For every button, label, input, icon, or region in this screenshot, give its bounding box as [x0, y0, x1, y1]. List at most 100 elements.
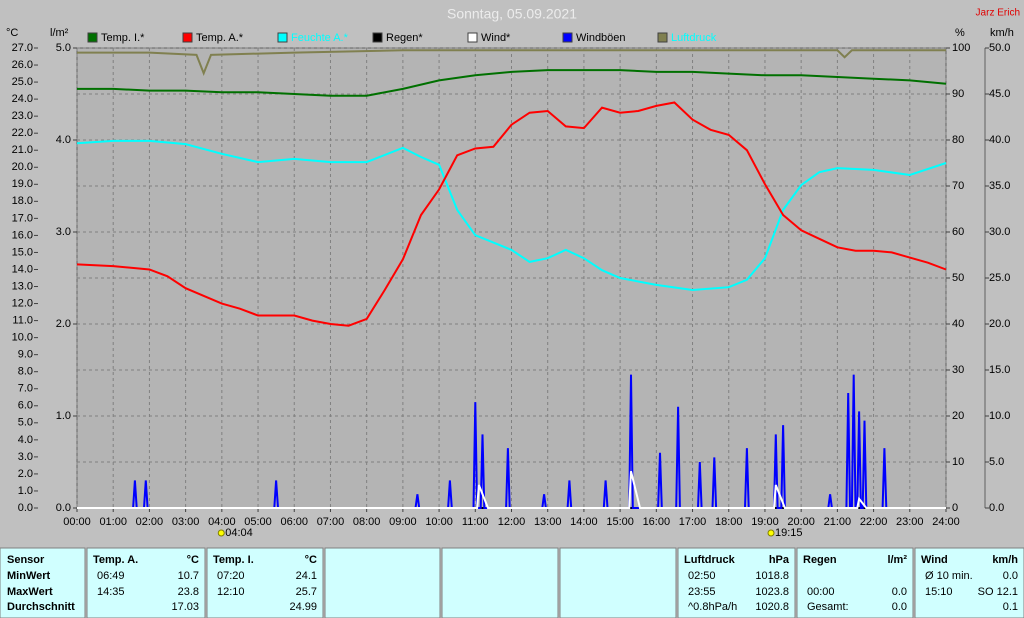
sun-icon [217, 529, 225, 537]
x-tick-label: 06:00 [280, 516, 308, 528]
cell-value: 0.0 [1003, 570, 1018, 582]
series-line [77, 470, 946, 509]
y-tick-label: 7.0 [18, 383, 33, 395]
y-tick-label: 15.0 [12, 246, 33, 258]
series-line [76, 139, 947, 292]
x-tick-label: 05:00 [244, 516, 272, 528]
table-panel [324, 547, 441, 618]
legend-swatch [562, 32, 573, 43]
y-tick-label: 40.0 [989, 134, 1010, 146]
cell-time: 12:10 [217, 586, 245, 598]
y-tick-label: 18.0 [12, 195, 33, 207]
x-tick-label: 00:00 [63, 516, 91, 528]
cell-value: 0.0 [892, 601, 907, 613]
cell-time: 14:35 [97, 586, 125, 598]
y-tick-label: 1.0 [56, 410, 71, 422]
row-label: MinWert [7, 570, 51, 582]
cell-time: 00:00 [807, 586, 835, 598]
cell-time: 02:50 [688, 570, 716, 582]
y-tick-label: 14.0 [12, 263, 33, 275]
cell-time: Gesamt: [807, 601, 849, 613]
cell-value: 1018.8 [755, 570, 789, 582]
legend-label: Regen* [386, 32, 423, 44]
y-tick-label: 5.0 [18, 417, 33, 429]
axis-unit: % [955, 27, 965, 39]
legend-label: Feuchte A.* [291, 32, 349, 44]
x-tick-label: 03:00 [172, 516, 200, 528]
y-tick-label: 50.0 [989, 42, 1010, 54]
y-tick-label: 0.0 [18, 502, 33, 514]
y-tick-label: 5.0 [989, 456, 1004, 468]
y-tick-label: 11.0 [12, 314, 33, 326]
row-label: MaxWert [7, 586, 53, 598]
legend-label: Windböen [576, 32, 626, 44]
legend-label: Temp. A.* [196, 32, 244, 44]
y-tick-label: 90 [952, 88, 964, 100]
x-tick-label: 17:00 [679, 516, 707, 528]
legend-swatch [657, 32, 668, 43]
column-title: Luftdruck [684, 554, 736, 566]
row-label: Sensor [7, 554, 45, 566]
y-tick-label: 40 [952, 318, 964, 330]
cell-value: 0.0 [892, 586, 907, 598]
x-tick-label: 23:00 [896, 516, 924, 528]
legend-label: Luftdruck [671, 32, 717, 44]
y-tick-label: 0.0 [56, 502, 71, 514]
y-tick-label: 16.0 [12, 229, 33, 241]
cell-value: 24.99 [289, 601, 317, 613]
y-tick-label: 20.0 [12, 161, 33, 173]
y-tick-label: 10.0 [12, 332, 33, 344]
y-tick-label: 8.0 [18, 366, 33, 378]
series-line [77, 49, 946, 77]
y-tick-label: 30 [952, 364, 964, 376]
chart-title: Sonntag, 05.09.2021 [447, 6, 577, 22]
y-tick-label: 25.0 [12, 76, 33, 88]
y-tick-label: 100 [952, 42, 970, 54]
column-title: Regen [803, 554, 837, 566]
table-panels: Sensor MinWert MaxWert Durchschnitt Temp. A.… [0, 547, 1024, 618]
cell-value: 1020.8 [755, 601, 789, 613]
legend-swatch [87, 32, 98, 43]
y-tick-label: 3.0 [56, 226, 71, 238]
y-tick-label: 15.0 [989, 364, 1010, 376]
column-unit: °C [305, 554, 317, 566]
x-tick-label: 08:00 [353, 516, 381, 528]
y-tick-label: 0 [952, 502, 958, 514]
row-label: Durchschnitt [7, 601, 75, 613]
y-tick-label: 12.0 [12, 297, 33, 309]
y-tick-label: 2.0 [56, 318, 71, 330]
column-unit: hPa [769, 554, 790, 566]
cell-time: Ø 10 min. [925, 570, 973, 582]
x-tick-label: 02:00 [136, 516, 164, 528]
x-tick-label: 14:00 [570, 516, 598, 528]
cell-time: 07:20 [217, 570, 245, 582]
cell-value: 1023.8 [755, 586, 789, 598]
cell-value: 23.8 [178, 586, 199, 598]
y-tick-label: 80 [952, 134, 964, 146]
table-panel [86, 547, 206, 618]
table-panel [914, 547, 1024, 618]
x-tick-label: 10:00 [425, 516, 453, 528]
column-title: Temp. A. [93, 554, 138, 566]
cell-time: 15:10 [925, 586, 953, 598]
y-tick-label: 0.0 [989, 502, 1004, 514]
x-tick-label: 20:00 [787, 516, 815, 528]
x-tick-label: 09:00 [389, 516, 417, 528]
y-tick-label: 27.0 [12, 42, 33, 54]
y-tick-label: 10 [952, 456, 964, 468]
y-tick-label: 20.0 [989, 318, 1010, 330]
y-tick-label: 50 [952, 272, 964, 284]
y-tick-label: 25.0 [989, 272, 1010, 284]
y-tick-label: 13.0 [12, 280, 33, 292]
legend-swatch [277, 32, 288, 43]
legend-swatch [182, 32, 193, 43]
y-tick-label: 1.0 [18, 485, 33, 497]
y-tick-label: 30.0 [989, 226, 1010, 238]
sun-icon [767, 529, 775, 537]
y-tick-label: 26.0 [12, 59, 33, 71]
y-tick-label: 60 [952, 226, 964, 238]
cell-value: 10.7 [178, 570, 199, 582]
cell-time: ^0.8hPa/h [688, 601, 737, 613]
